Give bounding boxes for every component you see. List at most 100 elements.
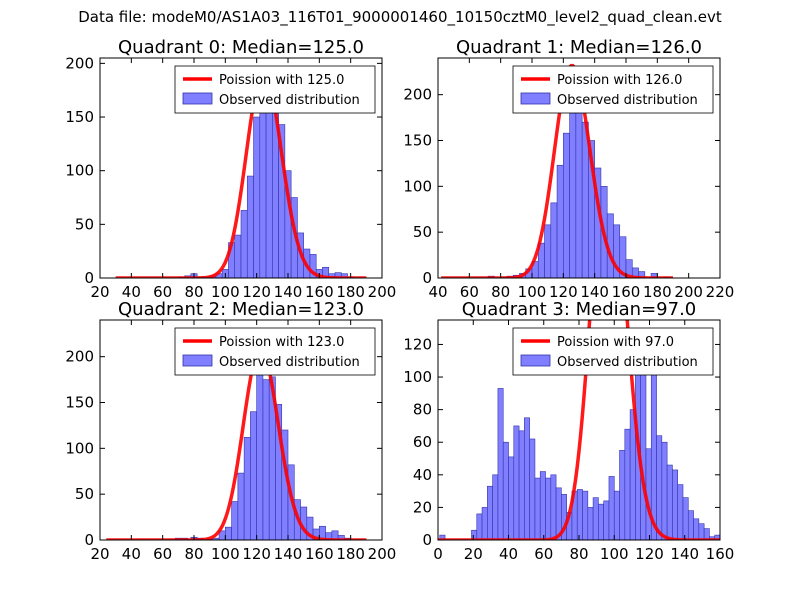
y-tick-label: 200 [65,348,94,366]
histogram-bar [698,523,705,540]
x-tick-label: 180 [336,283,365,301]
panel-quadrant-0: 20 40 60 80 100 120 140 160 180 200050100150200Qu… [65,37,396,301]
histogram-bar [576,489,583,540]
histogram-bar [638,271,646,278]
legend-box [512,65,714,114]
x-tick-label: 200 [368,545,397,563]
panel-quadrant-3: 0 20 40 60 80 100 120 140 160 0 20 40 60 80 100 120 Quad… [403,299,734,563]
x-tick-label: 120 [242,545,271,563]
x-tick-label: 200 [674,283,703,301]
poisson-curve [115,69,367,278]
chart-title: Quadrant 0: Median=125.0 [118,37,364,58]
histogram-bar [619,236,627,278]
legend: Poission with 126.0 Observed distribution [512,65,714,114]
x-tick-label: 140 [274,545,303,563]
histogram-bar [598,503,604,540]
y-tick-label: 50 [413,223,432,241]
legend-box [174,327,376,376]
x-tick-label: 120 [635,545,664,563]
histogram-bar [262,379,270,540]
histogram-bar [508,456,515,540]
legend-label-observed: Observed distribution [557,355,698,370]
x-tick-label: 140 [670,545,699,563]
histogram-bar [256,365,264,540]
x-tick-label: 20 [90,545,109,563]
legend: Poission with 125.0 Observed distribution [174,65,376,114]
histogram-bar [243,437,251,540]
y-tick-label: 20 [413,498,432,516]
y-tick-label: 100 [403,368,432,386]
y-tick-label: 150 [403,132,432,150]
x-tick-label: 100 [518,283,547,301]
x-tick-label: 40 [428,283,447,301]
x-tick-label: 20 [464,545,483,563]
x-tick-label: 100 [211,545,240,563]
y-tick-label: 60 [413,433,432,451]
histogram-bar [544,224,552,278]
plot-area [438,320,720,540]
histogram-bar [240,210,248,278]
histogram-bar [234,234,242,278]
x-tick-label: 80 [491,283,510,301]
x-tick-label: 180 [336,545,365,563]
histogram-bar [629,409,636,540]
panel-quadrant-2: 20 40 60 80 100 120 140 160 180 200050100150200Qu… [65,299,396,563]
histogram-bar [502,441,509,540]
y-tick-label: 50 [75,215,94,233]
panel-quadrant-1: 40 60 80 100 120 140 160 180 200 220050100150200Q… [403,37,734,301]
y-tick-label: 100 [65,162,94,180]
x-tick-label: 0 [433,545,443,563]
histogram-bar [231,501,239,540]
histogram-bar [337,535,345,540]
histogram-bar [592,497,599,540]
histogram-bar [556,164,564,278]
histogram-bar [563,132,570,278]
histogram-bar [524,417,530,540]
legend-label-observed: Observed distribution [219,93,360,108]
x-tick-label: 80 [184,545,203,563]
legend-label-poisson: Poission with 97.0 [557,335,674,350]
x-tick-label: 100 [211,283,240,301]
x-tick-label: 180 [643,283,672,301]
legend-label-poisson: Poission with 125.0 [219,73,344,88]
histogram-bar [259,95,267,278]
histogram-bar [529,438,536,540]
histogram-bar [619,450,626,540]
x-tick-label: 60 [460,283,479,301]
y-tick-label: 0 [422,269,432,287]
histogram-bar [550,202,558,278]
x-tick-label: 160 [305,283,334,301]
legend: Poission with 123.0 Observed distribution [174,327,376,376]
legend-label-observed: Observed distribution [219,355,360,370]
y-tick-label: 40 [413,466,432,484]
histogram-bar [581,121,589,278]
y-tick-label: 200 [65,54,94,72]
legend-label-poisson: Poission with 126.0 [557,73,682,88]
y-tick-label: 150 [65,108,94,126]
histogram-bar [237,472,245,540]
histogram-bar [492,474,499,540]
legend-label-poisson: Poission with 123.0 [219,335,344,350]
x-tick-label: 200 [368,283,397,301]
x-tick-label: 60 [153,545,172,563]
histogram-bar [587,507,594,540]
x-tick-label: 100 [600,545,629,563]
histogram-bar [582,490,589,540]
legend-box [174,65,376,114]
y-tick-label: 50 [75,485,94,503]
axes-frame [99,319,383,541]
histogram-bar [534,477,541,540]
legend-bar-swatch [520,354,551,367]
histogram-bar [569,112,577,278]
legend-box [512,327,714,376]
histogram-bar [575,99,583,278]
y-tick-label: 200 [403,86,432,104]
histogram-bar [309,254,317,278]
x-tick-label: 80 [184,283,203,301]
histogram-bar [545,477,552,540]
histogram-bar [246,175,254,278]
histogram-bar [603,500,610,540]
histogram-bar [550,474,557,540]
figure-suptitle: Data file: modeM0/AS1A03_116T01_90000014… [78,8,722,26]
poisson-curve [438,320,720,540]
